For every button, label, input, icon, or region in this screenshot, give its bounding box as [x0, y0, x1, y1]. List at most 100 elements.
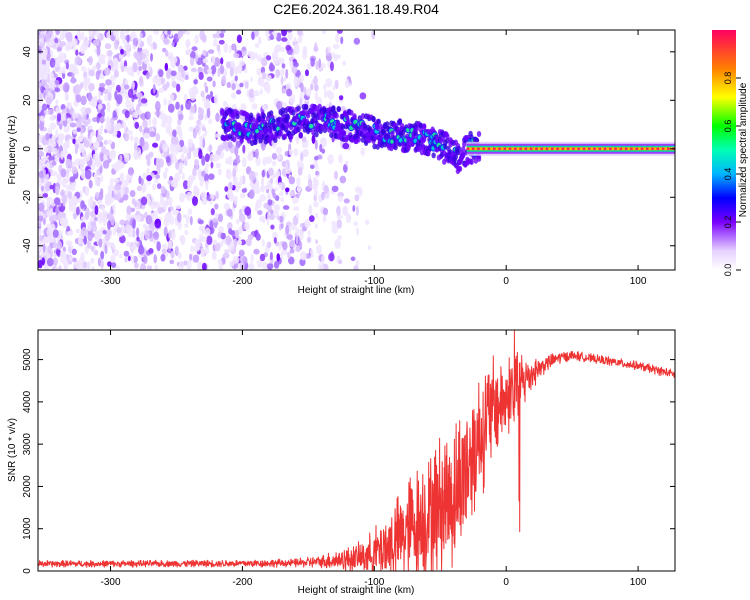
spectrogram-noise-blob: [217, 168, 222, 176]
spectrogram-noise-blob: [254, 43, 260, 48]
spectrogram-noise-blob: [93, 96, 98, 103]
spectrogram-noise-blob: [175, 162, 180, 170]
spectrogram-noise-blob: [126, 205, 132, 215]
spectrogram-noise-blob: [52, 257, 58, 267]
spectrogram-noise-blob: [273, 237, 277, 244]
spectrogram-noise-blob: [183, 213, 187, 219]
spectrogram-noise-blob: [278, 242, 282, 251]
spectrogram-noise-blob: [163, 38, 170, 45]
spectrogram-noise-blob: [70, 77, 77, 84]
spectrogram-noise-blob: [285, 82, 292, 91]
spectrogram-trace-blob: [414, 125, 419, 132]
spectrogram-noise-blob: [158, 69, 164, 78]
spectrogram-noise-blob: [278, 58, 283, 64]
spectrogram-noise-blob: [195, 50, 198, 56]
carrier-peak: [529, 147, 533, 150]
spectrogram-noise-blob: [143, 254, 148, 264]
spectrogram-noise-blob: [126, 129, 133, 136]
spectrogram-noise-blob: [185, 100, 192, 110]
spectrogram-noise-blob: [190, 92, 196, 101]
spectrogram-noise-blob: [307, 230, 311, 237]
spectrogram-noise-blob: [46, 145, 53, 154]
spectrogram-noise-blob: [265, 30, 270, 38]
spectrogram-noise-blob: [223, 100, 228, 108]
spectrogram-noise-blob: [226, 188, 233, 200]
spectrogram-noise-blob: [280, 197, 285, 203]
carrier-peak: [482, 147, 485, 150]
spectrogram-noise-blob: [80, 31, 85, 41]
spectrogram-noise-blob: [338, 259, 343, 265]
spectrogram-noise-blob: [45, 96, 52, 105]
spectrogram-noise-blob: [94, 205, 99, 216]
spectrogram-xtick-label: 0: [503, 276, 509, 287]
spectrogram-noise-blob: [138, 175, 142, 185]
spectrogram-noise-blob: [110, 215, 115, 226]
spectrogram-noise-blob: [314, 84, 319, 92]
spectrogram-noise-blob: [283, 76, 287, 82]
spectrogram-noise-blob: [182, 180, 189, 190]
spectrogram-noise-blob: [255, 233, 261, 241]
spectrogram-noise-blob: [129, 190, 136, 198]
spectrogram-noise-blob: [93, 249, 99, 256]
spectrogram-noise-blob: [182, 144, 188, 154]
spectrogram-noise-blob: [282, 205, 290, 210]
spectrogram-noise-blob: [44, 147, 49, 153]
snr-xtick-label: 100: [630, 577, 647, 588]
spectrogram-noise-blob: [41, 78, 48, 84]
spectrogram-noise-blob: [75, 94, 82, 103]
spectrogram-noise-blob: [177, 32, 182, 40]
spectrogram-noise-blob: [342, 60, 347, 66]
spectrogram-noise-blob: [313, 187, 318, 197]
spectrogram-noise-blob: [92, 39, 100, 47]
spectrogram-noise-blob: [38, 248, 43, 253]
spectrogram-noise-blob: [296, 176, 301, 187]
spectrogram-noise-blob: [226, 222, 233, 231]
spectrogram-noise-blob: [154, 218, 162, 229]
spectrogram-noise-blob: [314, 155, 319, 161]
spectrogram-noise-blob: [104, 245, 108, 255]
spectrogram-noise-blob: [69, 122, 77, 128]
colorbar: 0.0 0.2 0.4 0.6 0.8 Normalized spectral ampl…: [712, 30, 749, 276]
spectrogram-noise-blob: [100, 152, 104, 163]
spectrogram-noise-blob: [312, 177, 318, 185]
colorbar-tick-label: 0.2: [723, 216, 733, 229]
spectrogram-noise-blob: [100, 124, 104, 132]
spectrogram-noise-blob: [275, 170, 281, 178]
spectrogram-noise-blob: [154, 264, 158, 270]
spectrogram-noise-blob: [163, 30, 169, 35]
spectrogram-noise-blob: [269, 62, 274, 72]
spectrogram-noise-blob: [236, 240, 243, 245]
spectrogram-noise-blob: [146, 36, 150, 45]
spectrogram-noise-blob: [225, 168, 231, 174]
spectrogram-noise-blob: [250, 55, 254, 61]
spectrogram-noise-blob: [49, 237, 55, 243]
spectrogram-noise-blob: [121, 65, 125, 73]
spectrogram-noise-blob: [340, 105, 346, 112]
spectrogram-noise-blob: [297, 30, 303, 36]
spectrogram-noise-blob: [153, 254, 158, 264]
carrier-peak: [493, 147, 496, 150]
spectrogram-noise-blob: [192, 254, 200, 263]
spectrogram-noise-blob: [39, 121, 45, 131]
spectrogram-trace-blob: [421, 123, 427, 130]
spectrogram-noise-blob: [250, 77, 254, 82]
spectrogram-noise-blob: [51, 160, 57, 166]
spectrogram-noise-blob: [41, 185, 44, 192]
spectrogram-noise-blob: [318, 58, 322, 69]
spectrogram-noise-blob: [137, 37, 142, 44]
spectrogram-noise-blob: [194, 34, 199, 44]
spectrogram-noise-blob: [143, 127, 150, 135]
spectrogram-noise-blob: [234, 157, 241, 164]
spectrogram-noise-blob: [120, 224, 126, 233]
spectrogram-noise-blob: [213, 57, 221, 67]
spectrogram-noise-blob: [230, 92, 237, 99]
spectrogram-noise-blob: [112, 204, 116, 211]
spectrogram-noise-blob: [279, 215, 284, 223]
spectrogram-noise-blob: [261, 261, 269, 270]
snr-ytick-label: 1000: [22, 517, 33, 540]
spectrogram-trace-blob: [271, 118, 276, 125]
spectrogram-noise-blob: [80, 216, 86, 223]
spectrogram-noise-blob: [279, 191, 284, 197]
spectrogram-noise-blob: [316, 96, 323, 106]
spectrogram-noise-blob: [189, 215, 193, 226]
